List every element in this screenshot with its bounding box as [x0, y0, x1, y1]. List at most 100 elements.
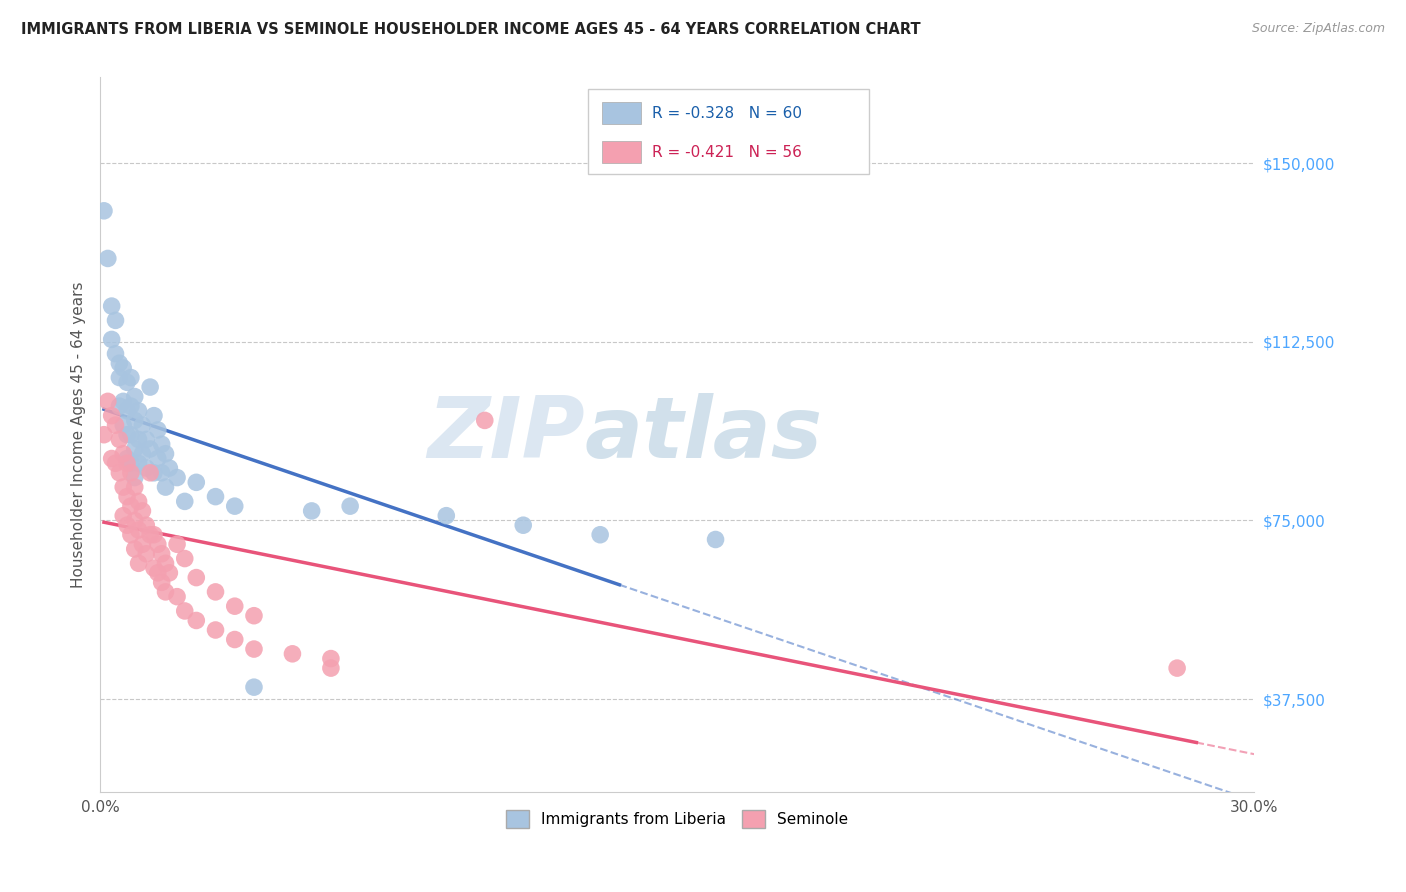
- Point: [120, 499, 142, 513]
- Point: [135, 461, 157, 475]
- Point: [166, 537, 188, 551]
- Point: [186, 614, 208, 628]
- Legend: Immigrants from Liberia, Seminole: Immigrants from Liberia, Seminole: [501, 804, 853, 834]
- Point: [131, 504, 153, 518]
- Point: [204, 490, 226, 504]
- Point: [131, 447, 153, 461]
- Point: [115, 456, 138, 470]
- Point: [281, 647, 304, 661]
- Point: [124, 470, 146, 484]
- Point: [120, 427, 142, 442]
- Point: [104, 313, 127, 327]
- Text: Source: ZipAtlas.com: Source: ZipAtlas.com: [1251, 22, 1385, 36]
- Y-axis label: Householder Income Ages 45 - 64 years: Householder Income Ages 45 - 64 years: [72, 282, 86, 588]
- Point: [128, 404, 150, 418]
- Point: [112, 447, 135, 461]
- Point: [124, 480, 146, 494]
- Point: [243, 642, 266, 657]
- Point: [173, 551, 195, 566]
- Point: [155, 585, 177, 599]
- Point: [115, 451, 138, 466]
- Point: [97, 394, 120, 409]
- Point: [128, 523, 150, 537]
- Point: [128, 494, 150, 508]
- Point: [104, 347, 127, 361]
- Point: [143, 409, 166, 423]
- Point: [115, 490, 138, 504]
- Point: [157, 461, 180, 475]
- Point: [146, 423, 169, 437]
- Point: [339, 499, 361, 513]
- Point: [115, 376, 138, 390]
- Point: [108, 433, 131, 447]
- Point: [150, 547, 173, 561]
- Point: [186, 475, 208, 490]
- Point: [135, 518, 157, 533]
- Point: [139, 380, 162, 394]
- Point: [155, 480, 177, 494]
- Point: [139, 527, 162, 541]
- Point: [704, 533, 727, 547]
- Point: [120, 456, 142, 470]
- Point: [319, 661, 342, 675]
- Point: [100, 333, 122, 347]
- Point: [124, 413, 146, 427]
- Point: [150, 575, 173, 590]
- Point: [143, 527, 166, 541]
- Point: [100, 299, 122, 313]
- Point: [124, 390, 146, 404]
- Point: [146, 566, 169, 580]
- Point: [319, 651, 342, 665]
- Point: [243, 680, 266, 694]
- Point: [173, 604, 195, 618]
- Point: [124, 541, 146, 556]
- Point: [135, 433, 157, 447]
- Point: [1166, 661, 1188, 675]
- Text: R = -0.328   N = 60: R = -0.328 N = 60: [652, 106, 803, 120]
- Point: [143, 561, 166, 575]
- Point: [104, 456, 127, 470]
- Point: [150, 466, 173, 480]
- Point: [186, 571, 208, 585]
- Point: [143, 466, 166, 480]
- Point: [112, 361, 135, 376]
- Text: R = -0.421   N = 56: R = -0.421 N = 56: [652, 145, 803, 160]
- Point: [146, 451, 169, 466]
- Point: [100, 451, 122, 466]
- Point: [108, 399, 131, 413]
- Point: [139, 442, 162, 456]
- Point: [128, 456, 150, 470]
- Point: [108, 370, 131, 384]
- Point: [434, 508, 457, 523]
- Point: [135, 547, 157, 561]
- Text: ZIP: ZIP: [427, 393, 585, 476]
- Point: [131, 537, 153, 551]
- Point: [115, 518, 138, 533]
- Point: [97, 252, 120, 266]
- Point: [115, 404, 138, 418]
- Point: [173, 494, 195, 508]
- Point: [108, 356, 131, 370]
- Point: [100, 409, 122, 423]
- Point: [128, 557, 150, 571]
- Point: [112, 394, 135, 409]
- Point: [224, 499, 246, 513]
- Point: [112, 508, 135, 523]
- Point: [120, 466, 142, 480]
- Point: [120, 370, 142, 384]
- Point: [124, 513, 146, 527]
- Text: IMMIGRANTS FROM LIBERIA VS SEMINOLE HOUSEHOLDER INCOME AGES 45 - 64 YEARS CORREL: IMMIGRANTS FROM LIBERIA VS SEMINOLE HOUS…: [21, 22, 921, 37]
- Point: [301, 504, 323, 518]
- Point: [157, 566, 180, 580]
- Point: [166, 470, 188, 484]
- Point: [139, 466, 162, 480]
- Point: [112, 480, 135, 494]
- Point: [243, 608, 266, 623]
- Point: [155, 447, 177, 461]
- Point: [224, 599, 246, 614]
- Point: [93, 203, 115, 218]
- Point: [124, 442, 146, 456]
- Point: [131, 418, 153, 433]
- Text: atlas: atlas: [585, 393, 823, 476]
- Point: [166, 590, 188, 604]
